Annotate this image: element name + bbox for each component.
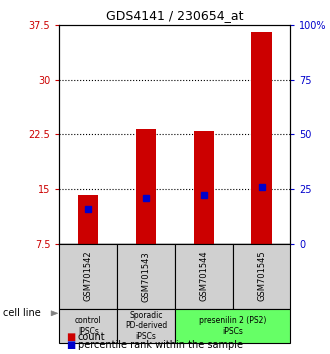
Bar <box>78 195 98 244</box>
Text: GSM701544: GSM701544 <box>199 251 208 302</box>
Text: GSM701543: GSM701543 <box>142 251 150 302</box>
Bar <box>194 131 214 244</box>
Bar <box>59 244 117 309</box>
Title: GDS4141 / 230654_at: GDS4141 / 230654_at <box>106 9 244 22</box>
Bar <box>136 129 156 244</box>
Bar <box>233 244 290 309</box>
Text: ■: ■ <box>66 340 75 350</box>
Bar <box>59 309 117 343</box>
Text: control
IPSCs: control IPSCs <box>75 316 102 336</box>
Text: percentile rank within the sample: percentile rank within the sample <box>78 340 243 350</box>
Text: presenilin 2 (PS2)
iPSCs: presenilin 2 (PS2) iPSCs <box>199 316 266 336</box>
Text: GSM701542: GSM701542 <box>84 251 93 302</box>
Text: ■: ■ <box>66 332 75 342</box>
Bar <box>117 244 175 309</box>
Bar <box>117 309 175 343</box>
Text: GSM701545: GSM701545 <box>257 251 266 302</box>
Polygon shape <box>51 311 58 316</box>
Bar <box>251 32 272 244</box>
Text: count: count <box>78 332 105 342</box>
Text: cell line: cell line <box>3 308 41 318</box>
Text: Sporadic
PD-derived
iPSCs: Sporadic PD-derived iPSCs <box>125 311 167 341</box>
Bar <box>175 244 233 309</box>
Bar <box>175 309 290 343</box>
